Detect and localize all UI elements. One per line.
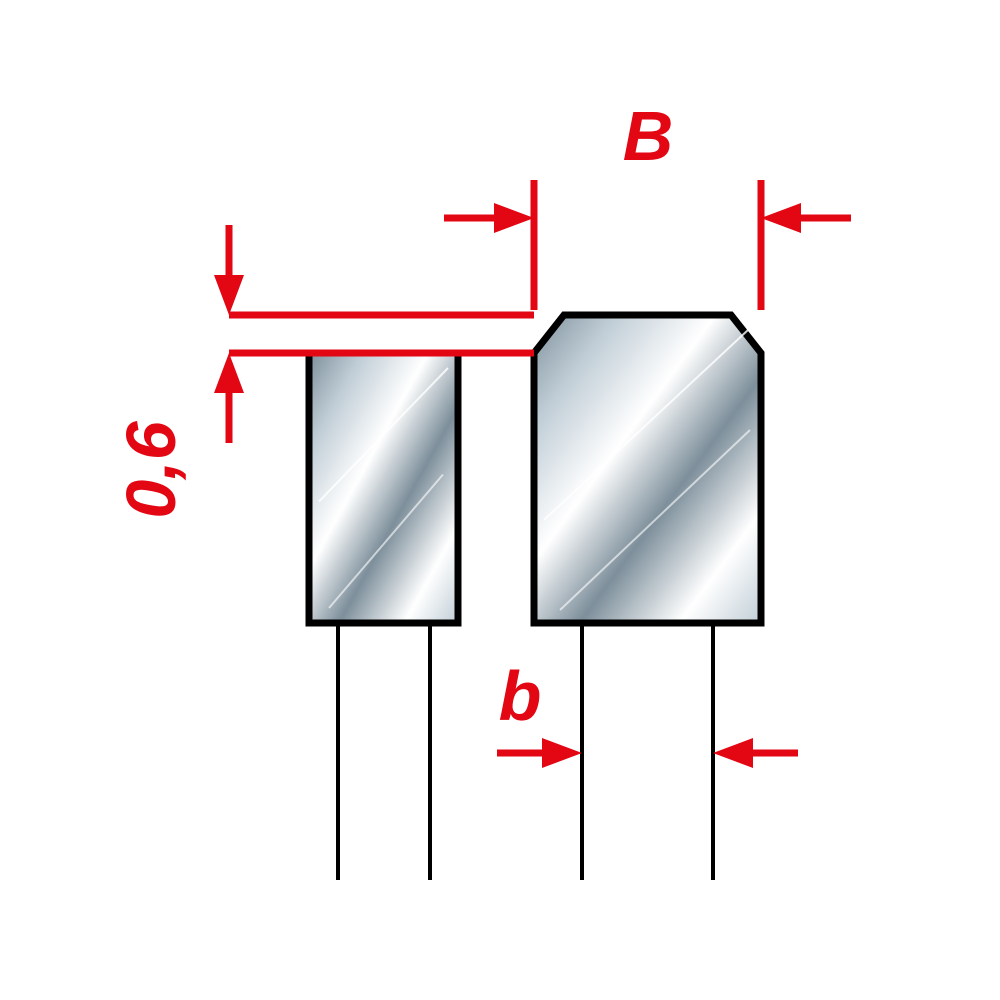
label-height-offset: 0,6: [112, 420, 190, 518]
label-b: b: [499, 657, 542, 735]
technical-diagram: Bb 0,6: [0, 0, 1000, 1000]
left-component: [309, 353, 458, 623]
dimension-b: b: [497, 657, 798, 768]
label-B: B: [623, 97, 674, 175]
dimension-B: B: [444, 97, 851, 310]
right-component: [534, 315, 761, 623]
